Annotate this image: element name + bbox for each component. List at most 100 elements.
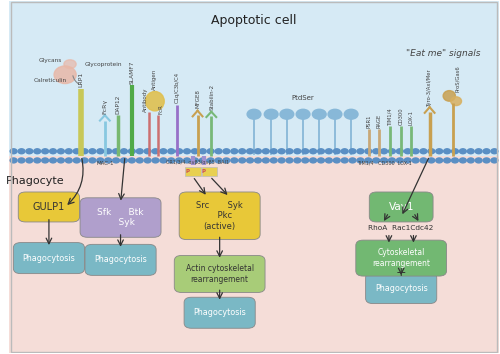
- Text: SLAMF7: SLAMF7: [130, 60, 135, 84]
- Circle shape: [254, 149, 262, 154]
- Circle shape: [58, 149, 64, 154]
- Bar: [8, 1, 500, 156]
- Circle shape: [475, 149, 482, 154]
- Ellipse shape: [443, 91, 456, 101]
- Circle shape: [152, 158, 159, 163]
- Circle shape: [184, 149, 190, 154]
- Circle shape: [412, 158, 419, 163]
- Circle shape: [18, 158, 25, 163]
- Circle shape: [66, 149, 72, 154]
- Circle shape: [97, 158, 103, 163]
- Circle shape: [452, 149, 458, 154]
- Circle shape: [296, 109, 310, 119]
- Circle shape: [184, 158, 190, 163]
- Text: Phagocytosis: Phagocytosis: [375, 284, 428, 292]
- Circle shape: [420, 158, 427, 163]
- Circle shape: [270, 149, 277, 154]
- Text: RAGE: RAGE: [376, 114, 382, 129]
- Circle shape: [404, 149, 411, 154]
- Circle shape: [326, 158, 332, 163]
- Circle shape: [491, 158, 498, 163]
- Circle shape: [483, 149, 490, 154]
- Circle shape: [302, 149, 308, 154]
- Circle shape: [341, 158, 348, 163]
- Text: Antibody: Antibody: [142, 87, 148, 112]
- Circle shape: [81, 158, 88, 163]
- FancyBboxPatch shape: [370, 192, 433, 222]
- Circle shape: [160, 149, 167, 154]
- Text: C1q/C3b/C4: C1q/C3b/C4: [174, 72, 180, 103]
- Circle shape: [192, 158, 198, 163]
- Text: "Eat me" signals: "Eat me" signals: [406, 49, 480, 58]
- Text: CD300: CD300: [398, 107, 404, 125]
- Circle shape: [34, 149, 40, 154]
- Circle shape: [264, 109, 278, 119]
- Circle shape: [365, 149, 372, 154]
- Text: PSR1: PSR1: [367, 115, 372, 129]
- Text: Sfk      Btk
    Syk: Sfk Btk Syk: [98, 208, 144, 227]
- Circle shape: [112, 149, 119, 154]
- Circle shape: [50, 158, 56, 163]
- Circle shape: [420, 149, 427, 154]
- Text: ProS/Gas6: ProS/Gas6: [455, 65, 460, 92]
- Circle shape: [104, 149, 112, 154]
- Circle shape: [104, 158, 112, 163]
- Circle shape: [42, 149, 48, 154]
- Text: Phagocytosis: Phagocytosis: [94, 255, 147, 264]
- Circle shape: [483, 158, 490, 163]
- Circle shape: [89, 149, 96, 154]
- Text: Phagocytosis: Phagocytosis: [22, 253, 76, 263]
- Circle shape: [310, 158, 316, 163]
- Circle shape: [73, 149, 80, 154]
- Ellipse shape: [450, 97, 462, 105]
- Circle shape: [278, 149, 285, 154]
- Circle shape: [280, 109, 293, 119]
- Circle shape: [223, 158, 230, 163]
- Circle shape: [231, 158, 237, 163]
- Circle shape: [231, 149, 237, 154]
- Circle shape: [238, 158, 246, 163]
- Circle shape: [357, 158, 364, 163]
- Circle shape: [42, 158, 48, 163]
- Circle shape: [58, 158, 64, 163]
- Circle shape: [396, 149, 404, 154]
- Circle shape: [436, 149, 442, 154]
- Circle shape: [262, 158, 270, 163]
- Text: Phagocytosis: Phagocytosis: [194, 308, 246, 317]
- Text: Actin cytoskeletal
rearrangement: Actin cytoskeletal rearrangement: [186, 264, 254, 284]
- Circle shape: [152, 149, 159, 154]
- Text: Glycans: Glycans: [38, 58, 62, 63]
- Circle shape: [192, 149, 198, 154]
- Circle shape: [365, 158, 372, 163]
- Circle shape: [334, 149, 340, 154]
- Circle shape: [372, 158, 380, 163]
- Circle shape: [412, 149, 419, 154]
- Text: TIM1/4   CD300  LOX-1: TIM1/4 CD300 LOX-1: [356, 160, 412, 165]
- Text: Tyro-3/Axl/Mer: Tyro-3/Axl/Mer: [427, 68, 432, 106]
- Circle shape: [223, 149, 230, 154]
- Circle shape: [120, 158, 128, 163]
- Circle shape: [247, 109, 261, 119]
- FancyBboxPatch shape: [366, 273, 437, 304]
- Ellipse shape: [64, 60, 76, 69]
- Circle shape: [215, 149, 222, 154]
- Text: Stabilin-2: Stabilin-2: [210, 84, 215, 110]
- Circle shape: [120, 149, 128, 154]
- Circle shape: [344, 109, 358, 119]
- FancyBboxPatch shape: [18, 192, 80, 222]
- Circle shape: [238, 149, 246, 154]
- Circle shape: [34, 158, 40, 163]
- Circle shape: [10, 158, 17, 163]
- Circle shape: [26, 149, 33, 154]
- Text: LOX-1: LOX-1: [408, 110, 414, 125]
- Text: +: +: [396, 267, 406, 279]
- Text: TIM1/4: TIM1/4: [388, 107, 393, 125]
- Text: RhoA  Rac1Cdc42: RhoA Rac1Cdc42: [368, 225, 434, 231]
- FancyBboxPatch shape: [14, 242, 85, 274]
- Text: Glycoprotein: Glycoprotein: [84, 62, 122, 67]
- Circle shape: [246, 158, 254, 163]
- Circle shape: [491, 149, 498, 154]
- Circle shape: [128, 158, 136, 163]
- Text: DAP12: DAP12: [116, 94, 120, 114]
- Circle shape: [176, 158, 182, 163]
